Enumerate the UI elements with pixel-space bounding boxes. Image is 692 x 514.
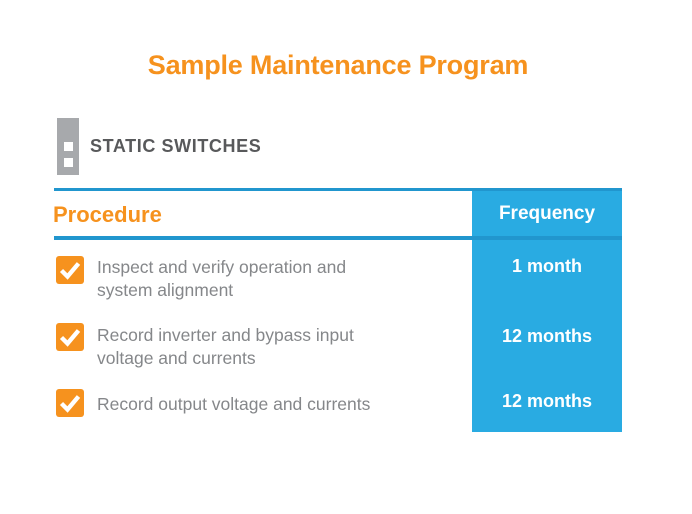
procedure-text-line: voltage and currents [97,347,256,368]
static-switch-icon [57,118,79,175]
icon-notch [64,142,73,151]
procedure-column-header: Procedure [53,202,162,227]
icon-notch [64,158,73,167]
procedure-text-line: Inspect and verify operation and [97,257,347,277]
section-title: STATIC SWITCHES [90,136,262,156]
frequency-value: 1 month [512,256,582,276]
header-rule-top [54,188,622,191]
frequency-value: 12 months [501,391,593,411]
procedure-text-line: Record inverter and bypass input [97,325,354,345]
table-row: Record output voltage and currents [56,389,370,417]
checked-checkbox-icon[interactable] [56,323,84,351]
frequency-value: 12 months [501,326,593,346]
table-row: Record inverter and bypass input voltage… [56,323,354,369]
header-rule-bottom [54,236,622,240]
frequency-column: Frequency 1 month 12 months 12 months [472,189,622,432]
page-title: Sample Maintenance Program [147,50,529,80]
checked-checkbox-icon[interactable] [56,389,84,417]
frequency-column-header: Frequency [498,203,596,224]
table-row: Inspect and verify operation and system … [56,256,346,301]
procedure-text-line: Record output voltage and currents [97,394,371,414]
procedure-text-line: system alignment [97,279,234,300]
checked-checkbox-icon[interactable] [56,256,84,284]
